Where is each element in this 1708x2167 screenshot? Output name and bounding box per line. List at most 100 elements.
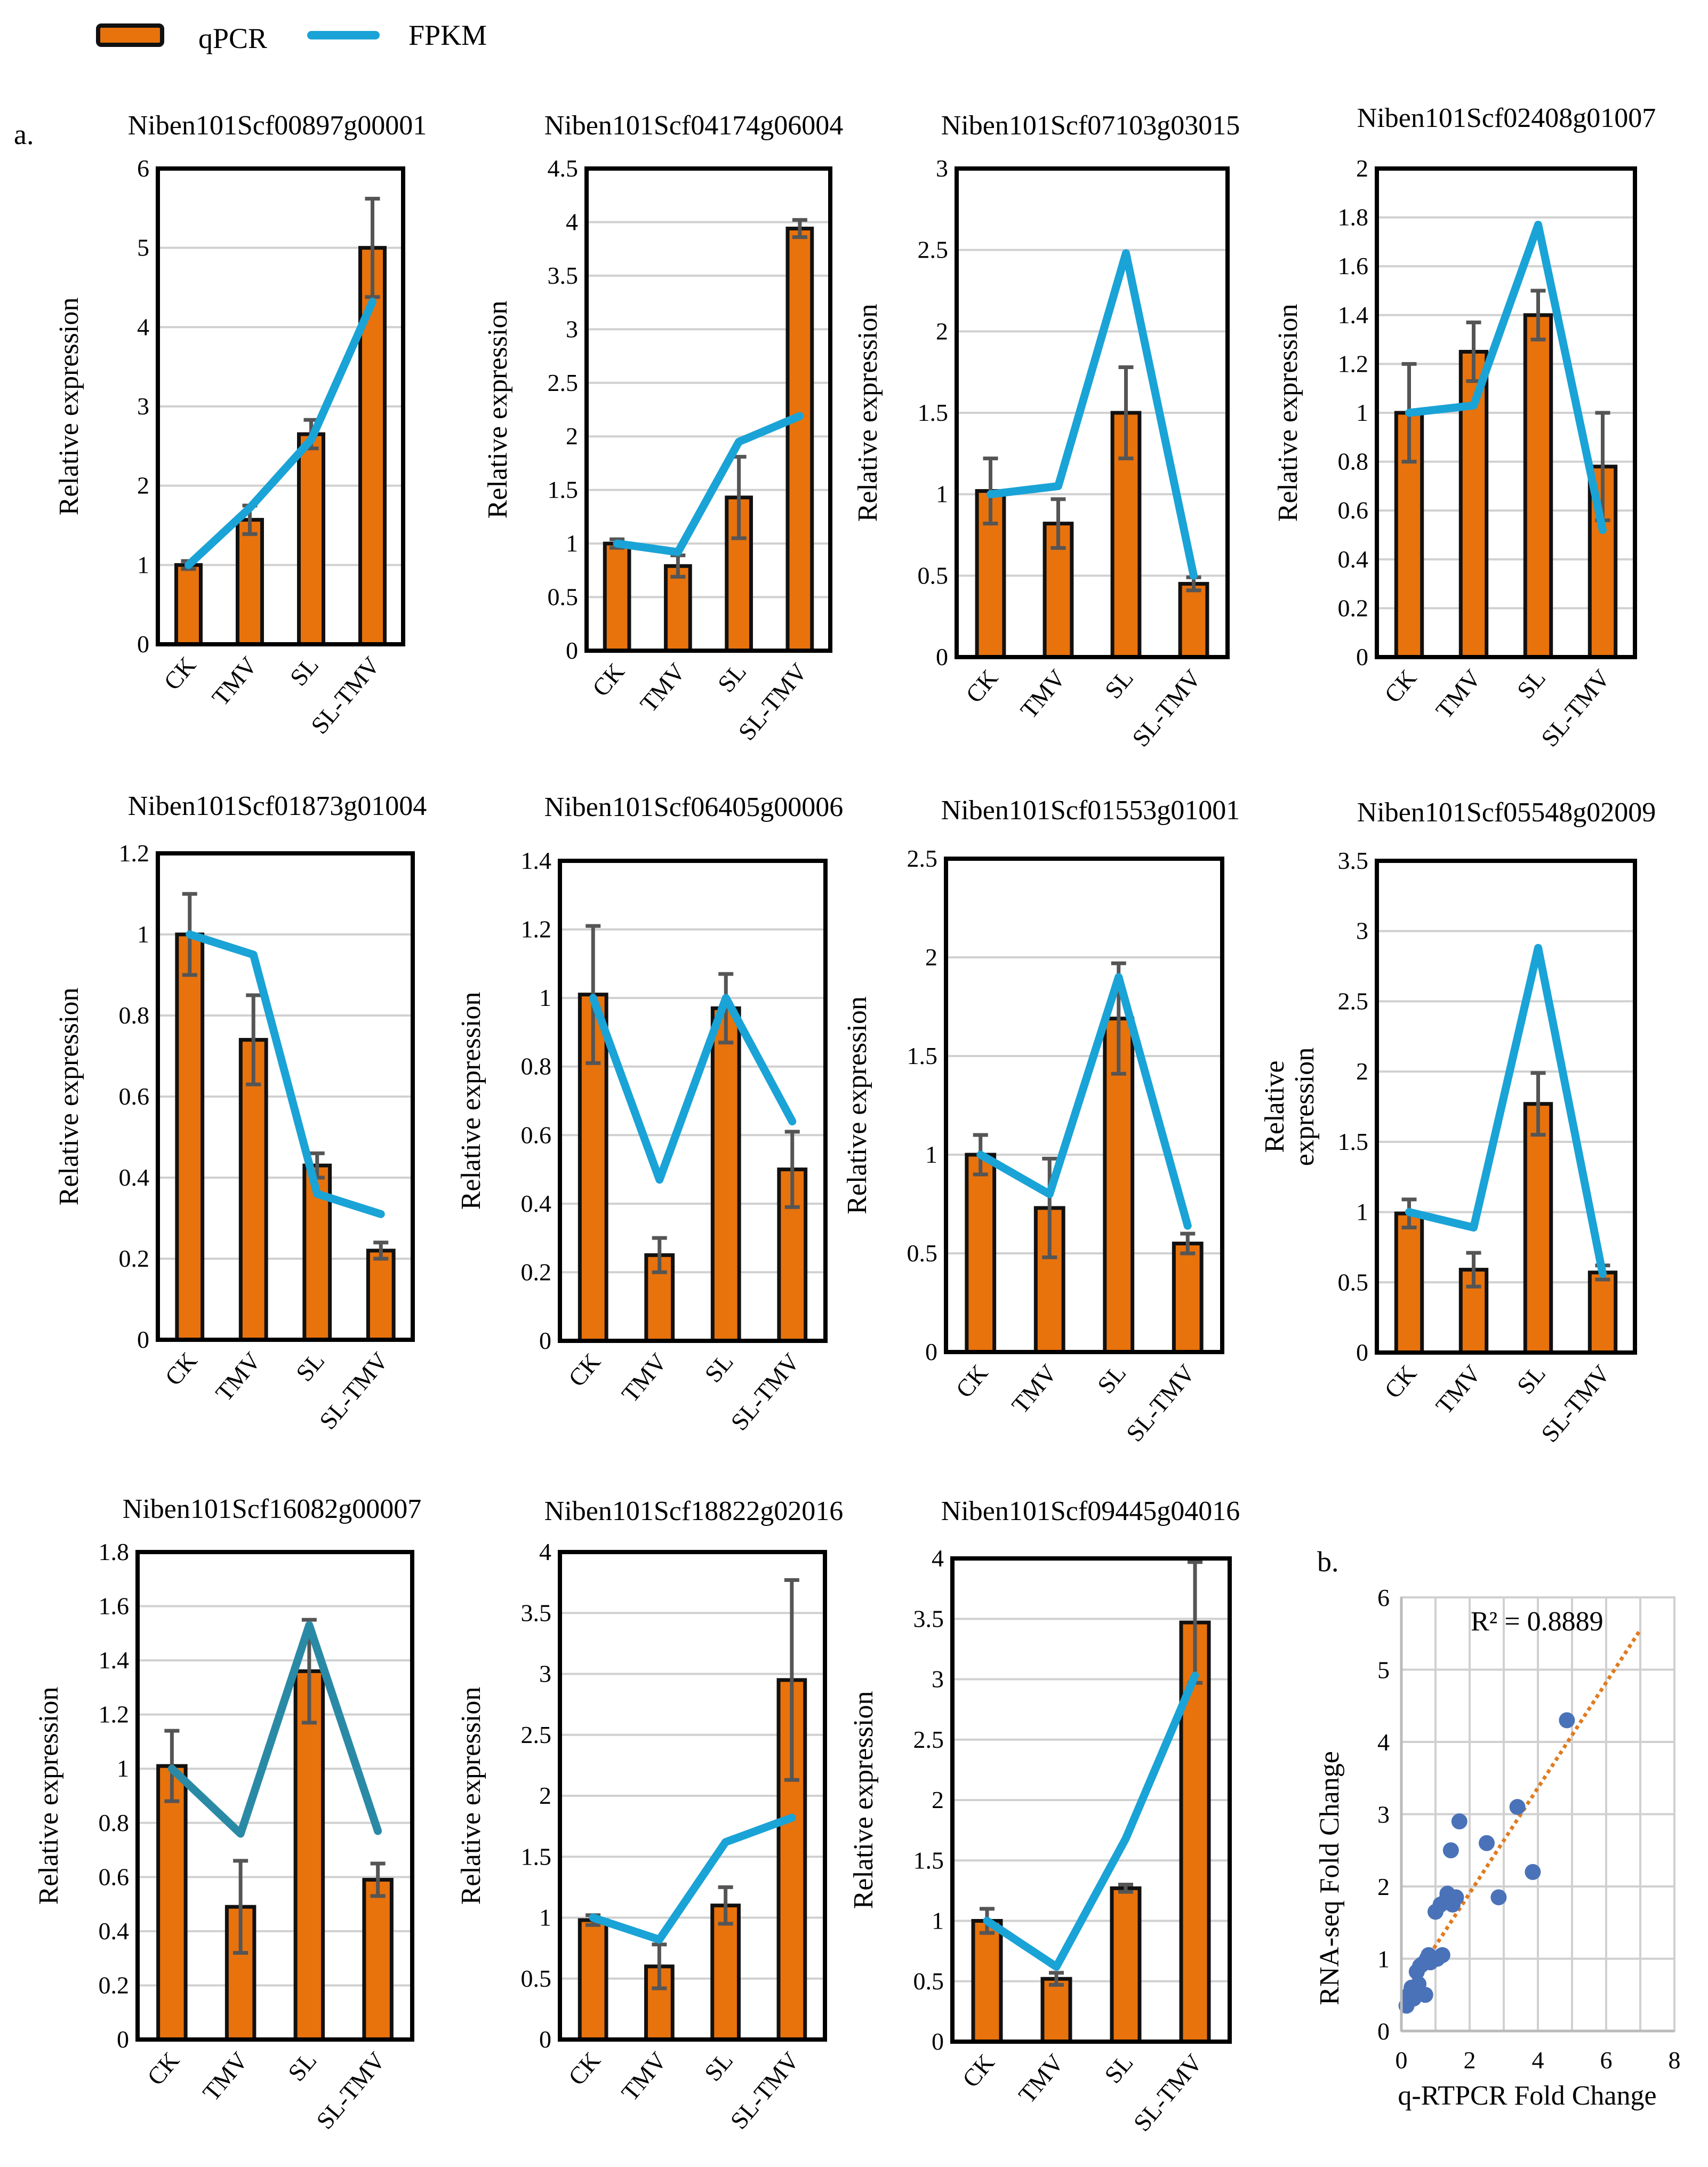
y-tick-label: 2: [925, 943, 937, 971]
x-tick-label: SL: [283, 2047, 322, 2086]
y-axis-label: Relative expression: [34, 1687, 64, 1905]
qpcr-bar: [710, 1904, 741, 2042]
x-tick-label: SL-TMV: [1128, 2049, 1208, 2137]
y-tick-label: 1: [1356, 1198, 1368, 1226]
chart-panel-11: Niben101Scf09445g04016 0 0.5 1 1.5 2 2.5 3 3.5 4 R…: [848, 1496, 1240, 2137]
y-axis-label: Relative expression: [54, 988, 84, 1206]
y-tick-label: 2: [1356, 155, 1368, 182]
y-tick-label: 4: [1377, 1729, 1390, 1756]
y-tick-label: 0.4: [119, 1164, 150, 1191]
qpcr-bar: [785, 226, 814, 653]
x-tick-label: SL: [285, 652, 324, 691]
y-tick-label: 2.5: [907, 845, 938, 872]
qpcr-bar: [603, 541, 631, 653]
y-tick-label: 1: [117, 1755, 129, 1782]
y-tick-label: 1.6: [1338, 252, 1369, 279]
y-tick-label: 2: [1356, 1058, 1368, 1085]
y-tick-label: 1: [539, 1904, 551, 1931]
qpcr-bar: [1040, 1977, 1072, 2044]
qpcr-bar: [293, 1669, 325, 2042]
x-tick-label: CK: [142, 2047, 185, 2091]
y-axis-label: Relative expression: [1273, 304, 1303, 522]
qpcr-bar: [578, 1918, 608, 2042]
y-tick-label: 3: [137, 393, 149, 420]
y-tick-label: 3: [539, 1660, 551, 1688]
chart-panel-1: Niben101Scf00897g00001 0 1 2 3 4 5 6 Relative ex…: [54, 110, 427, 739]
y-tick-label: 3: [566, 315, 578, 342]
chart-title: Niben101Scf01553g01001: [941, 795, 1240, 826]
legend-swatch-qpcr: [96, 23, 164, 47]
y-tick-label: 0.8: [521, 1053, 552, 1080]
y-tick-label: 5: [1377, 1657, 1390, 1684]
x-tick-label: 2: [1464, 2046, 1476, 2074]
y-tick-label: 1.8: [99, 1538, 130, 1565]
y-tick-label: 1.5: [913, 1846, 944, 1874]
legend-label-fpkm: FPKM: [408, 19, 487, 51]
x-tick-label: TMV: [210, 1347, 266, 1406]
qpcr-bar: [1523, 1102, 1553, 1355]
x-tick-label: SL: [1512, 665, 1551, 704]
y-tick-label: 2: [137, 472, 149, 499]
x-tick-label: TMV: [206, 652, 262, 711]
plot-frame: [135, 1550, 414, 2042]
y-tick-label: 1: [137, 921, 149, 948]
y-tick-label: 2.5: [918, 236, 949, 263]
x-tick-label: CK: [587, 658, 630, 702]
chart-panel-9: Niben101Scf16082g00007 0 0.2 0.4 0.6 0.8 1 1.2 1…: [34, 1494, 421, 2134]
legend-label-qpcr: qPCR: [198, 22, 267, 54]
y-tick-label: 2.5: [548, 369, 579, 396]
y-tick-label: 0.6: [1338, 497, 1369, 524]
r-squared-annotation: R² = 0.8889: [1471, 1606, 1603, 1637]
scatter-point: [1509, 1798, 1526, 1815]
chart-panel-3: Niben101Scf07103g03015 0 0.5 1 1.5 2 2.5 3 Relat…: [853, 110, 1240, 752]
y-tick-label: 4: [137, 313, 149, 340]
fpkm-line: [186, 930, 385, 1218]
fpkm-line: [976, 973, 1192, 1230]
x-tick-label: SL-TMV: [1121, 1360, 1200, 1447]
x-tick-label: TMV: [1015, 665, 1071, 724]
qpcr-bar: [175, 932, 205, 1342]
y-tick-label: 1.6: [99, 1593, 130, 1620]
y-tick-label: 1: [936, 481, 948, 508]
scatter-point: [1448, 1889, 1464, 1906]
x-tick-label: SL: [699, 2047, 739, 2086]
y-tick-label: 6: [1377, 1584, 1390, 1611]
y-axis-label: Relative expression: [848, 1691, 879, 1909]
qpcr-bar: [156, 1764, 188, 2042]
y-tick-label: 3.5: [913, 1605, 944, 1632]
x-axis-label: q-RTPCR Fold Change: [1398, 2081, 1656, 2111]
y-tick-label: 0: [1356, 643, 1368, 670]
x-tick-label: SL-TMV: [725, 2047, 804, 2134]
y-tick-label: 0: [137, 630, 149, 658]
y-axis-label: Relativeexpression: [1260, 1047, 1320, 1166]
qpcr-bar: [644, 1964, 675, 2042]
qpcr-bar: [297, 432, 325, 646]
qpcr-bar: [1394, 1211, 1424, 1355]
fpkm-line: [185, 298, 376, 569]
y-tick-label: 4.5: [548, 155, 579, 182]
y-tick-label: 3.5: [1338, 847, 1369, 874]
x-tick-label: CK: [960, 665, 1003, 708]
scatter-point: [1490, 1889, 1507, 1906]
x-tick-label: SL-TMV: [1127, 665, 1206, 752]
fpkm-line: [589, 994, 797, 1184]
x-tick-label: TMV: [635, 658, 691, 717]
x-tick-label: SL: [699, 1348, 739, 1388]
y-tick-label: 0.5: [1338, 1268, 1369, 1296]
y-tick-label: 1.4: [1338, 301, 1369, 329]
x-tick-label: TMV: [1430, 1360, 1486, 1419]
y-tick-label: 1.5: [918, 399, 949, 426]
y-axis-label-line: Relative: [1260, 1060, 1290, 1153]
chart-panel-6: Niben101Scf06405g00006 0 0.2 0.4 0.6 0.8 1 1.2 1…: [456, 792, 843, 1436]
x-tick-label: SL: [1092, 1360, 1132, 1399]
chart-panel-4: Niben101Scf02408g01007 0 0.2 0.4 0.6 0.8 1 1.2 1…: [1273, 103, 1656, 752]
y-tick-label: 4: [932, 1545, 944, 1572]
x-tick-label: CK: [563, 1348, 606, 1392]
y-tick-label: 2: [566, 422, 578, 450]
qpcr-bar: [1178, 582, 1209, 659]
chart-panel-2: Niben101Scf04174g06004 0 0.5 1 1.5 2 2.5 3 3.5 4 4…: [483, 110, 843, 746]
chart-title: Niben101Scf06405g00006: [544, 792, 843, 822]
qpcr-bar: [710, 1006, 741, 1343]
x-tick-label: 4: [1532, 2046, 1544, 2074]
y-tick-label: 0: [566, 637, 578, 664]
